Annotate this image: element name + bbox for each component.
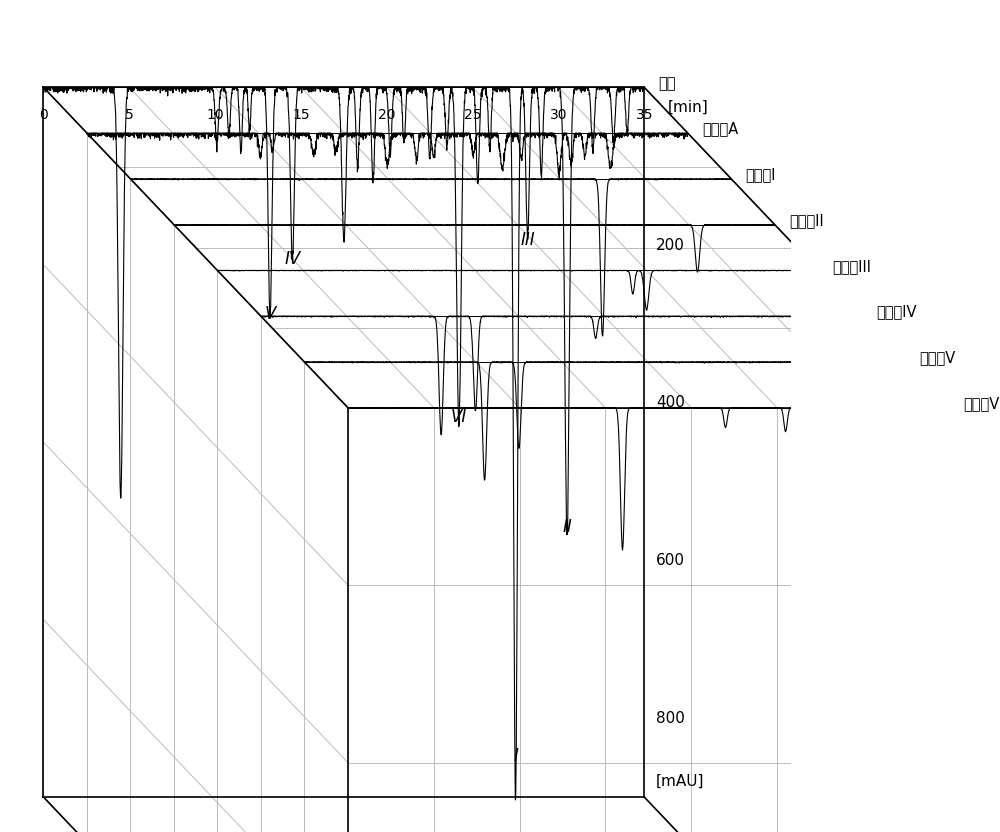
Text: 化合物II: 化合物II xyxy=(789,213,824,228)
Text: 800: 800 xyxy=(656,711,685,726)
Text: 35: 35 xyxy=(636,108,653,122)
Text: [mAU]: [mAU] xyxy=(656,774,705,789)
Text: 化合物IV: 化合物IV xyxy=(876,305,916,319)
Text: 混合物A: 混合物A xyxy=(702,121,738,136)
Text: 0: 0 xyxy=(39,108,48,122)
Text: 600: 600 xyxy=(656,553,685,568)
Text: 25: 25 xyxy=(464,108,481,122)
Text: 化合物V: 化合物V xyxy=(919,350,956,365)
Text: IV: IV xyxy=(284,250,301,268)
Text: II: II xyxy=(562,518,572,537)
Text: 30: 30 xyxy=(550,108,567,122)
Text: 总样: 总样 xyxy=(659,76,676,91)
Text: 10: 10 xyxy=(206,108,224,122)
Text: 化合物VI: 化合物VI xyxy=(963,396,1000,411)
Text: [min]: [min] xyxy=(668,100,709,115)
Text: III: III xyxy=(520,230,535,249)
Text: 化合物III: 化合物III xyxy=(832,259,871,274)
Text: 化合物I: 化合物I xyxy=(745,167,776,182)
Text: I: I xyxy=(513,747,518,765)
Text: VI: VI xyxy=(451,408,467,426)
Text: 20: 20 xyxy=(378,108,396,122)
Text: 200: 200 xyxy=(656,238,685,253)
Text: V: V xyxy=(264,305,276,324)
Text: 400: 400 xyxy=(656,395,685,410)
Text: 15: 15 xyxy=(292,108,310,122)
Text: 5: 5 xyxy=(125,108,134,122)
